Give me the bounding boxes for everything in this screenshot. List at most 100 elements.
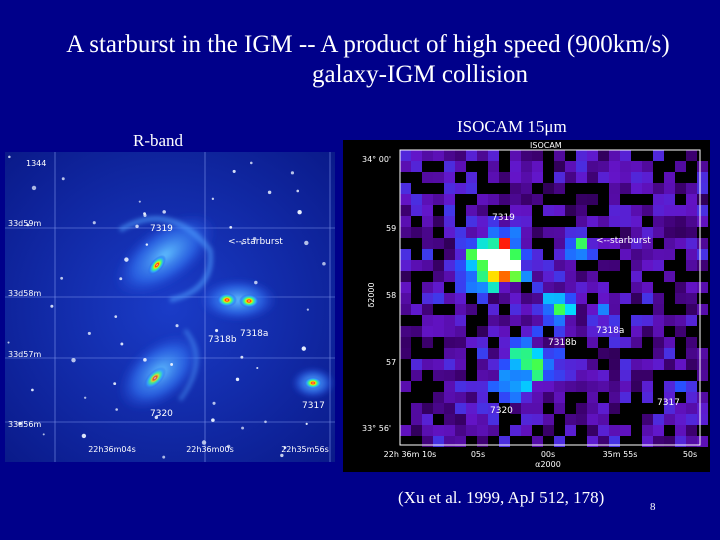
pixel <box>664 216 675 227</box>
pixel <box>521 403 532 414</box>
image-header: ISOCAM <box>530 141 562 150</box>
pixel <box>631 172 642 183</box>
pixel <box>631 315 642 326</box>
pixel <box>620 425 631 436</box>
star <box>60 276 64 280</box>
pixel <box>675 183 686 194</box>
pixel <box>697 359 708 370</box>
pixel <box>488 381 499 392</box>
pixel <box>664 337 675 348</box>
image-bg <box>5 152 335 462</box>
pixel <box>675 282 686 293</box>
pixel <box>488 238 499 249</box>
pixel <box>466 337 477 348</box>
object-label: 7318a <box>596 326 624 336</box>
pixel <box>587 238 598 249</box>
pixel <box>653 183 664 194</box>
y-label: 59 <box>386 224 396 233</box>
pixel <box>565 227 576 238</box>
pixel <box>510 359 521 370</box>
pixel <box>642 172 653 183</box>
pixel <box>598 381 609 392</box>
pixel <box>499 194 510 205</box>
pixel <box>664 238 675 249</box>
pixel <box>697 194 708 205</box>
pixel <box>554 392 565 403</box>
pixel <box>488 172 499 183</box>
pixel <box>477 414 488 425</box>
star <box>7 341 10 344</box>
pixel <box>444 227 455 238</box>
pixel <box>455 414 466 425</box>
pixel <box>455 348 466 359</box>
pixel <box>444 425 455 436</box>
pixel <box>664 315 675 326</box>
pixel <box>510 205 521 216</box>
r-band-image: 1344 33d59m 33d58m 33d57m 33d56m 22h36m0… <box>5 152 335 462</box>
pixel <box>631 359 642 370</box>
pixel <box>598 282 609 293</box>
pixel <box>554 403 565 414</box>
pixel <box>631 249 642 260</box>
star <box>226 444 231 449</box>
pixel <box>433 194 444 205</box>
pixel <box>543 381 554 392</box>
pixel <box>664 183 675 194</box>
pixel <box>488 216 499 227</box>
pixel <box>620 381 631 392</box>
pixel <box>455 260 466 271</box>
pixel-map <box>400 150 708 447</box>
pixel <box>631 293 642 304</box>
pixel <box>587 172 598 183</box>
pixel <box>400 271 411 282</box>
pixel <box>609 260 620 271</box>
star <box>241 426 245 430</box>
pixel <box>488 260 499 271</box>
pixel <box>598 414 609 425</box>
pixel <box>554 315 565 326</box>
pixel <box>554 249 565 260</box>
pixel <box>642 282 653 293</box>
pixel <box>653 425 664 436</box>
pixel <box>565 304 576 315</box>
pixel <box>488 370 499 381</box>
pixel <box>455 271 466 282</box>
pixel <box>521 425 532 436</box>
pixel <box>598 238 609 249</box>
star <box>170 363 174 366</box>
pixel <box>400 227 411 238</box>
pixel <box>554 172 565 183</box>
star <box>162 455 166 459</box>
pixel <box>543 293 554 304</box>
pixel <box>543 370 554 381</box>
pixel <box>543 205 554 216</box>
pixel <box>521 304 532 315</box>
pixel <box>554 359 565 370</box>
pixel <box>642 359 653 370</box>
pixel <box>697 161 708 172</box>
pixel <box>576 194 587 205</box>
pixel <box>488 150 499 161</box>
pixel <box>653 150 664 161</box>
pixel <box>609 194 620 205</box>
x-label: 05s <box>471 450 485 459</box>
pixel <box>675 403 686 414</box>
pixel <box>477 293 488 304</box>
pixel <box>642 326 653 337</box>
pixel <box>576 227 587 238</box>
pixel <box>400 282 411 293</box>
pixel <box>543 282 554 293</box>
star <box>26 223 30 227</box>
pixel <box>609 216 620 227</box>
pixel <box>521 194 532 205</box>
pixel <box>609 172 620 183</box>
pixel <box>620 370 631 381</box>
pixel <box>422 293 433 304</box>
y-label: 34° 00' <box>362 155 391 164</box>
pixel <box>653 260 664 271</box>
pixel <box>554 150 565 161</box>
object-label: 7320 <box>150 409 173 419</box>
pixel <box>521 293 532 304</box>
pixel <box>675 436 686 447</box>
pixel <box>433 392 444 403</box>
